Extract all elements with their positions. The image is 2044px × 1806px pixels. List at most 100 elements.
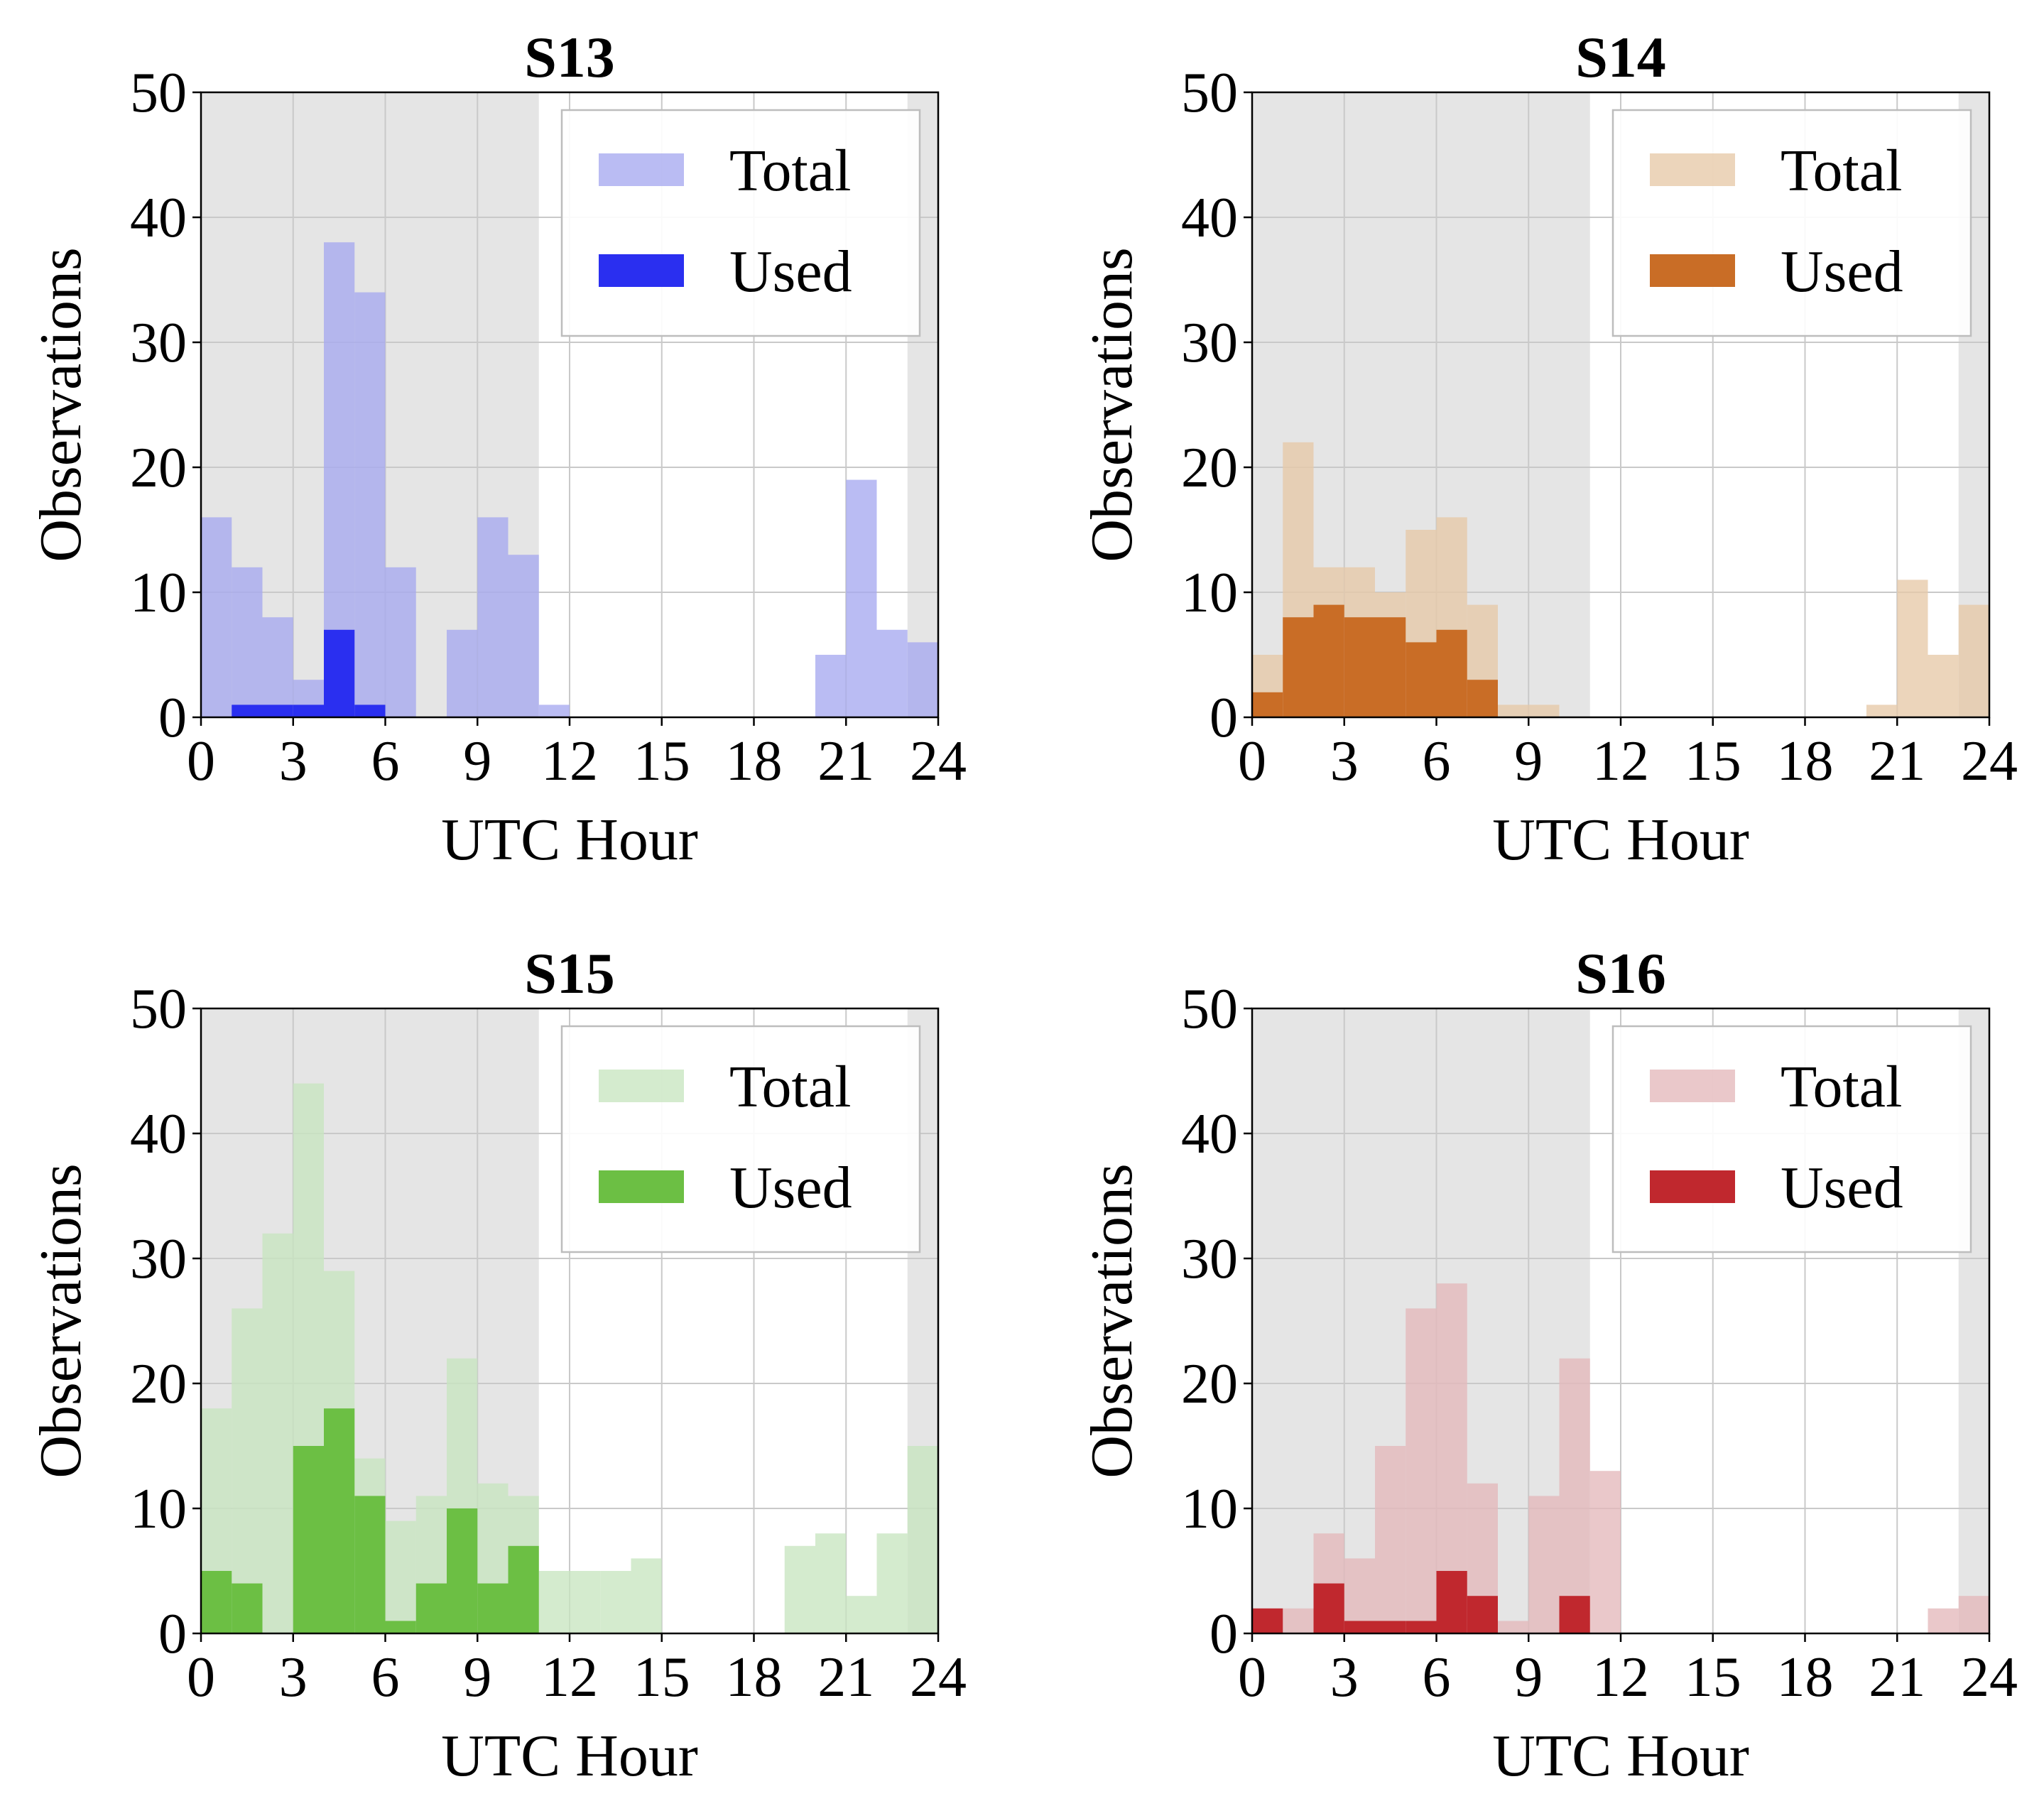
bar-total-20 [1866, 705, 1898, 717]
x-axis-label: UTC Hour [1492, 807, 1749, 873]
bar-total-8 [1498, 1621, 1529, 1633]
legend-swatch-total [599, 1070, 684, 1102]
bar-used-9 [477, 1583, 509, 1633]
y-tick-label: 50 [1181, 62, 1238, 124]
y-tick-label: 40 [130, 1103, 187, 1165]
bar-total-21 [1897, 580, 1928, 717]
chart-title: S13 [524, 25, 615, 89]
x-tick-label: 18 [1777, 1646, 1834, 1709]
chart-title: S15 [524, 941, 615, 1006]
legend-swatch-used [599, 1170, 684, 1203]
y-tick-label: 0 [158, 687, 187, 749]
x-tick-label: 12 [1592, 730, 1649, 793]
bar-total-10 [1559, 1358, 1590, 1633]
bar-used-1 [1283, 617, 1314, 717]
x-tick-label: 3 [1330, 730, 1359, 793]
legend: Total Used [560, 109, 921, 337]
bar-used-4 [324, 629, 355, 717]
bar-total-8 [447, 629, 478, 717]
bar-total-2 [262, 1233, 293, 1633]
bar-used-6 [1436, 629, 1467, 717]
x-tick-label: 24 [1961, 1646, 2018, 1709]
x-tick-label: 15 [634, 1646, 690, 1709]
legend-swatch-used [599, 254, 684, 287]
legend-box [1611, 1025, 1972, 1253]
bar-used-2 [262, 705, 293, 717]
y-tick-label: 10 [130, 1478, 187, 1540]
x-tick-label: 0 [1238, 1646, 1266, 1709]
bar-used-5 [1406, 642, 1437, 717]
bar-total-21 [846, 1596, 877, 1633]
legend-swatch-used [1650, 1170, 1735, 1203]
x-tick-label: 21 [817, 730, 874, 793]
bar-used-3 [1344, 1621, 1375, 1633]
y-tick-label: 10 [1181, 562, 1238, 624]
bar-used-5 [1406, 1621, 1437, 1633]
bar-total-11 [538, 1571, 570, 1633]
bar-total-5 [354, 292, 386, 718]
y-tick-label: 40 [1181, 1103, 1238, 1165]
x-tick-label: 24 [910, 730, 967, 793]
bar-used-1 [232, 705, 263, 717]
legend-swatch-used [1650, 254, 1735, 287]
bar-total-20 [815, 1533, 847, 1633]
y-tick-label: 0 [1209, 1603, 1238, 1665]
bar-total-21 [846, 479, 877, 717]
bar-used-1 [232, 1583, 263, 1633]
legend-swatch-total [1650, 1070, 1735, 1102]
bar-used-2 [1313, 604, 1344, 717]
legend: Total Used [1611, 109, 1972, 337]
x-tick-label: 12 [541, 1646, 598, 1709]
y-tick-label: 50 [130, 978, 187, 1040]
x-tick-label: 0 [187, 730, 215, 793]
bar-used-3 [293, 1446, 324, 1633]
chart-title: S16 [1575, 941, 1666, 1006]
x-tick-label: 18 [726, 730, 783, 793]
y-tick-label: 30 [1181, 1228, 1238, 1290]
bar-total-2 [262, 617, 293, 717]
x-tick-label: 24 [1961, 730, 2018, 793]
legend-box [1611, 109, 1972, 337]
y-tick-label: 50 [1181, 978, 1238, 1040]
x-tick-label: 15 [1685, 730, 1741, 793]
bar-used-0 [201, 1571, 232, 1633]
y-tick-label: 40 [130, 187, 187, 249]
x-tick-label: 12 [1592, 1646, 1649, 1709]
legend-label-total: Total [729, 138, 851, 204]
y-axis-label: Observations [1079, 247, 1145, 562]
y-tick-label: 30 [1181, 312, 1238, 374]
x-axis-label: UTC Hour [441, 1723, 698, 1789]
bar-used-0 [1252, 692, 1283, 717]
x-tick-label: 6 [371, 1646, 400, 1709]
bar-total-23 [907, 642, 938, 717]
x-tick-label: 6 [1423, 1646, 1451, 1709]
x-tick-label: 3 [279, 730, 308, 793]
x-tick-label: 24 [910, 1646, 967, 1709]
y-tick-label: 20 [1181, 1353, 1238, 1415]
bar-total-6 [385, 1521, 416, 1633]
legend-box [560, 1025, 921, 1253]
bar-used-5 [354, 705, 386, 717]
bar-total-6 [385, 567, 416, 717]
bar-used-2 [1313, 1583, 1344, 1633]
chart-panel-s13: 0 3 6 9 12 15 18 21 24 0 10 20 30 40 50 S13 UTC Hour Obse… [28, 25, 967, 873]
y-axis-label: Observations [1079, 1163, 1145, 1478]
y-tick-label: 10 [130, 562, 187, 624]
y-tick-label: 0 [1209, 687, 1238, 749]
legend-swatch-total [599, 153, 684, 186]
bar-total-8 [1498, 705, 1529, 717]
bar-used-3 [1344, 617, 1375, 717]
bar-used-4 [324, 1408, 355, 1633]
bar-total-11 [538, 705, 570, 717]
chart-title: S14 [1575, 25, 1666, 89]
chart-panel-s14: 0 3 6 9 12 15 18 21 24 0 10 20 30 40 50 S14 UTC Hour Obse… [1079, 25, 2018, 873]
x-tick-label: 21 [1869, 730, 1925, 793]
bar-total-1 [232, 567, 263, 717]
bar-used-7 [415, 1583, 447, 1633]
y-tick-label: 10 [1181, 1478, 1238, 1540]
bar-total-9 [477, 517, 509, 717]
y-tick-label: 30 [130, 1228, 187, 1290]
legend: Total Used [1611, 1025, 1972, 1253]
bar-used-6 [1436, 1571, 1467, 1633]
